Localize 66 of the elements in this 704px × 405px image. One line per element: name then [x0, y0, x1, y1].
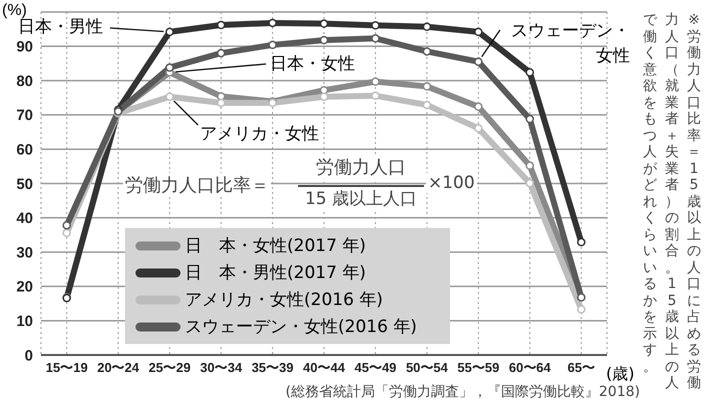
annotation: 労働力人口比率＝: [123, 173, 271, 197]
point: [165, 63, 174, 72]
point: [526, 178, 534, 188]
point: [422, 100, 432, 110]
legend-label: スウェーデン・女性(2016 年): [185, 316, 417, 338]
point: [320, 19, 328, 28]
point: [371, 34, 380, 43]
x-tick-label: 35〜39: [252, 360, 294, 376]
point: [526, 161, 534, 170]
y-tick-label: 30: [16, 244, 33, 262]
x-tick-label: 45〜49: [354, 360, 396, 376]
legend-label: 日 本・女性(2017 年): [185, 235, 366, 257]
x-tick-label: 50〜54: [406, 360, 449, 376]
point: [165, 92, 174, 101]
point: [422, 47, 432, 56]
point: [216, 48, 226, 58]
y-tick-label: 0: [24, 347, 33, 364]
point: [474, 57, 483, 66]
point: [474, 28, 483, 36]
annotation: 15 歳以上人口: [298, 185, 424, 210]
x-tick-label: 20〜24: [97, 360, 140, 376]
annotation: アメリカ・女性: [200, 123, 319, 145]
point: [526, 114, 534, 124]
text: ※労働力人口比率＝15歳以上の人口に占める労働: [687, 12, 701, 391]
point: [268, 18, 277, 28]
text: で働く意欲をもつ人がどれくらいいるかを示す。: [643, 12, 657, 374]
point: [165, 28, 174, 36]
point: [577, 238, 586, 246]
y-tick-label: 50: [16, 176, 33, 193]
annotation: 日本・男性: [18, 17, 103, 38]
y-tick-label: 40: [16, 210, 33, 228]
x-tick-label: 30〜34: [200, 360, 243, 376]
point: [474, 102, 483, 111]
y-axis-title: (%): [2, 2, 27, 19]
x-tick-label: 25〜29: [148, 360, 191, 376]
point: [371, 77, 380, 86]
annotation: 労働力人口: [298, 155, 424, 179]
point: [62, 221, 71, 230]
annotation: スウェーデン・女性: [510, 20, 630, 68]
text: (総務省統計局「労働力調査」，『国際労働比較』2018): [284, 383, 640, 401]
y-tick-label: 20: [16, 278, 33, 296]
legend-label: 日 本・男性(2017 年): [185, 262, 366, 284]
y-tick-label: 90: [16, 38, 33, 56]
point: [422, 22, 432, 31]
x-axis-title: (歳): [606, 364, 634, 385]
x-tick-label: 55〜59: [457, 360, 500, 376]
y-tick-label: 70: [16, 107, 33, 124]
annotation: ×100: [426, 173, 477, 193]
point: [526, 68, 534, 77]
x-tick-label: 65〜: [568, 360, 596, 376]
x-tick-label: 60〜64: [508, 360, 552, 376]
point: [62, 228, 71, 238]
y-tick-label: 10: [16, 313, 33, 330]
point: [474, 124, 483, 133]
y-tick-label: 60: [16, 142, 33, 159]
point: [422, 82, 432, 91]
y-tick-label: 80: [16, 72, 33, 90]
legend-label: アメリカ・女性(2016 年): [185, 289, 383, 311]
text: 力人口（就業者＋失業者）の割合。15歳以上の人: [665, 12, 679, 391]
point: [268, 40, 277, 50]
annotation: 日本・女性: [270, 53, 355, 75]
x-tick-label: 15〜19: [46, 360, 88, 376]
point: [577, 305, 586, 314]
point: [371, 91, 380, 100]
point: [216, 20, 226, 30]
x-tick-label: 40〜44: [303, 360, 346, 376]
